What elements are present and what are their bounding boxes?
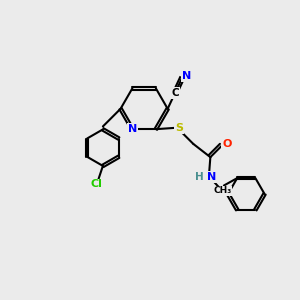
Text: H: H: [195, 172, 204, 182]
Text: C: C: [171, 88, 179, 98]
Text: Cl: Cl: [90, 179, 102, 190]
Text: S: S: [175, 123, 183, 133]
Text: CH₃: CH₃: [213, 186, 232, 195]
Text: N: N: [207, 172, 216, 182]
Text: N: N: [182, 71, 191, 81]
Text: N: N: [128, 124, 137, 134]
Text: O: O: [222, 139, 232, 149]
